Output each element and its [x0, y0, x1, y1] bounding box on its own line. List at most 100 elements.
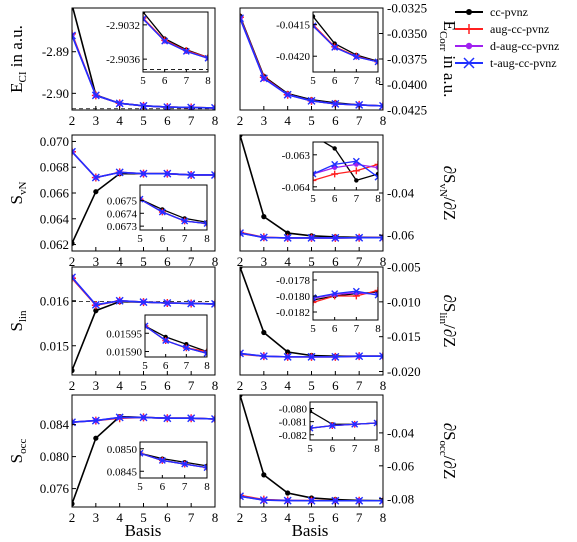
legend-entry-d-aug-cc-pvnz: d-aug-cc-pvnz	[455, 39, 559, 53]
data-point-t-aug-cc-pvnz	[140, 449, 144, 457]
x-tick-label: 8	[374, 443, 380, 455]
x-tick-label: 8	[212, 254, 219, 269]
y-axis-label: Slin	[7, 310, 29, 332]
x-tick-label: 7	[354, 75, 360, 87]
series-group	[72, 413, 215, 507]
inset-background	[313, 12, 378, 72]
data-point-t-aug-cc-pvnz	[240, 14, 244, 23]
panel-dsocc: 2 3 4 5 6 7 8 -0.04 -0.06 -0.08 5 6 7 8 -0.080-0.081-0…	[237, 394, 459, 525]
x-tick-label: 7	[356, 510, 363, 525]
x-tick-label: 6	[330, 443, 336, 455]
series-line-t-aug-cc-pvnz	[313, 160, 378, 178]
data-point-t-aug-cc-pvnz	[161, 37, 169, 45]
x-tick-label: 5	[142, 360, 148, 372]
data-point-t-aug-cc-pvnz	[331, 233, 340, 242]
data-point-t-aug-cc-pvnz	[72, 31, 76, 40]
inset-frame	[309, 401, 378, 441]
legend-entry-aug-cc-pvnz: aug-cc-pvnz	[455, 22, 549, 36]
y-tick-label: 0.0850	[107, 444, 138, 456]
y-tick-label: 0.064	[40, 211, 70, 226]
data-point-t-aug-cc-pvnz	[331, 496, 340, 505]
data-point-t-aug-cc-pvnz	[355, 496, 364, 505]
data-point-t-aug-cc-pvnz	[182, 344, 190, 352]
data-point-aug-cc-pvnz	[72, 274, 76, 283]
data-point-t-aug-cc-pvnz	[211, 170, 215, 179]
x-tick-label: 6	[332, 510, 339, 525]
data-point-t-aug-cc-pvnz	[203, 349, 207, 357]
x-tick-label: 8	[204, 360, 210, 372]
y-tick-label: -0.0180	[276, 291, 310, 303]
x-tick-label: 6	[332, 113, 339, 128]
inset-frame	[139, 441, 208, 479]
y-tick-label: 0.0845	[107, 466, 138, 478]
inset-socc: 5 6 7 8 0.0850 0.0845	[107, 441, 210, 493]
x-tick-label: 5	[308, 378, 315, 393]
data-point-t-aug-cc-pvnz	[139, 413, 148, 422]
data-point-t-aug-cc-pvnz	[259, 496, 268, 505]
data-point-cc-pvnz	[69, 2, 74, 7]
data-point-t-aug-cc-pvnz	[313, 22, 317, 30]
y-axis-label: Socc	[7, 439, 29, 464]
data-point-t-aug-cc-pvnz	[158, 456, 166, 464]
data-point-t-aug-cc-pvnz	[91, 91, 100, 100]
data-point-t-aug-cc-pvnz	[355, 233, 364, 242]
y-tick-label: -0.0350	[387, 26, 427, 41]
inset-frame	[142, 11, 209, 73]
x-tick-label: 5	[308, 113, 315, 128]
y-tick-label: -0.080	[279, 404, 308, 416]
data-point-cc-pvnz	[285, 490, 291, 496]
x-tick-label: 7	[354, 323, 360, 335]
x-tick-label: 7	[356, 254, 363, 269]
series-line-t-aug-cc-pvnz	[313, 25, 378, 63]
data-point-cc-pvnz	[261, 214, 267, 220]
x-tick-label: 8	[212, 378, 219, 393]
data-point-t-aug-cc-pvnz	[140, 195, 144, 203]
x-tick-label: 8	[380, 378, 387, 393]
x-tick-label: 7	[184, 75, 190, 87]
data-point-t-aug-cc-pvnz	[72, 273, 76, 282]
data-point-aug-cc-pvnz	[374, 161, 378, 168]
x-tick-label: 3	[93, 378, 100, 393]
data-point-aug-cc-pvnz	[331, 170, 339, 178]
x-tick-label: 4	[116, 378, 123, 393]
x-tick-label: 8	[204, 233, 210, 245]
x-tick-label: 3	[261, 378, 268, 393]
data-point-t-aug-cc-pvnz	[307, 496, 316, 505]
y-axis-label: ∂Slin/∂Z	[437, 295, 459, 348]
data-point-cc-pvnz	[310, 408, 313, 414]
data-point-t-aug-cc-pvnz	[91, 173, 100, 182]
data-point-t-aug-cc-pvnz	[115, 168, 124, 177]
x-tick-label: 4	[116, 254, 123, 269]
data-point-t-aug-cc-pvnz	[91, 416, 100, 425]
x-tick-label: 7	[188, 510, 195, 525]
data-point-aug-cc-pvnz	[240, 13, 244, 22]
data-point-t-aug-cc-pvnz	[187, 170, 196, 179]
x-tick-label: 5	[140, 510, 147, 525]
x-tick-label: 8	[212, 510, 219, 525]
series-group	[140, 449, 207, 472]
data-point-t-aug-cc-pvnz	[139, 101, 148, 110]
data-point-t-aug-cc-pvnz	[181, 217, 189, 225]
x-tick-label: 6	[160, 481, 166, 493]
data-point-t-aug-cc-pvnz	[374, 291, 378, 299]
x-tick-label: 2	[69, 113, 76, 128]
data-point-t-aug-cc-pvnz	[145, 322, 149, 330]
x-tick-label: 6	[164, 510, 171, 525]
y-tick-label: 0.01595	[106, 328, 142, 340]
data-point-t-aug-cc-pvnz	[307, 233, 316, 242]
x-tick-label: 5	[137, 233, 143, 245]
x-tick-label: 4	[284, 113, 291, 128]
data-point-aug-cc-pvnz	[313, 299, 317, 306]
data-point-t-aug-cc-pvnz	[240, 349, 244, 358]
x-tick-label: 5	[310, 75, 316, 87]
x-tick-label: 6	[164, 113, 171, 128]
data-point-t-aug-cc-pvnz	[310, 424, 314, 432]
inset-eci: 5 6 7 8 -2.9032 -2.9036	[106, 11, 211, 87]
x-tick-label: 6	[163, 360, 169, 372]
series-line-t-aug-cc-pvnz	[313, 290, 378, 299]
data-point-t-aug-cc-pvnz	[307, 96, 316, 105]
x-tick-label: 8	[380, 113, 387, 128]
inset-frame	[144, 314, 208, 358]
